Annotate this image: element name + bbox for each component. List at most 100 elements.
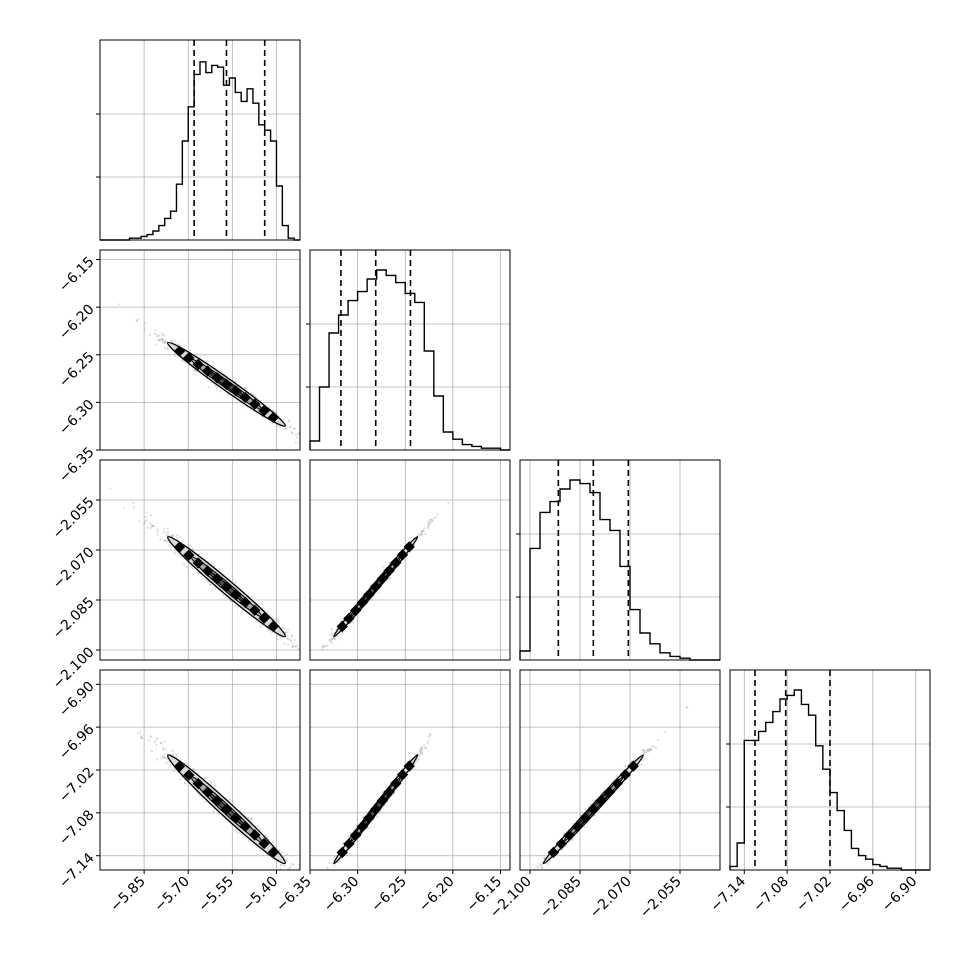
sample-point (122, 506, 126, 509)
panel-3-2: −2.100 −2.085 −2.070 −2.055 (487, 669, 721, 921)
sample-point (163, 753, 166, 756)
sample-point (328, 639, 332, 642)
sample-point (286, 631, 289, 634)
sample-point (193, 373, 196, 376)
density-bin (220, 581, 233, 593)
density-bin (192, 777, 204, 790)
sample-point (289, 425, 292, 428)
sample-point (294, 645, 297, 648)
sample-point (291, 645, 294, 648)
sample-point (336, 634, 339, 638)
sample-point (427, 527, 430, 530)
sample-point (319, 884, 321, 886)
sample-point (236, 606, 240, 609)
sample-point (420, 751, 424, 755)
sample-point (306, 648, 308, 650)
y-tick-label: −7.14 (56, 850, 98, 892)
density-bin (211, 573, 223, 585)
sample-point (571, 838, 574, 841)
sample-point (162, 748, 165, 751)
sample-point (235, 380, 238, 383)
y-tick-label: −2.085 (50, 594, 98, 642)
x-tick-label: −6.35 (273, 874, 315, 916)
sample-point (418, 754, 421, 757)
sample-point (260, 603, 263, 606)
density-bin (349, 604, 362, 617)
sample-point (419, 747, 422, 750)
sample-point (150, 736, 153, 739)
x-tick-label: −6.25 (368, 874, 410, 916)
sample-point (143, 520, 147, 523)
sample-point (193, 369, 196, 372)
density-bin (258, 405, 270, 417)
sample-point (147, 739, 151, 742)
sample-point (156, 338, 160, 342)
sample-point (212, 780, 215, 783)
sample-point (161, 340, 164, 343)
sample-point (436, 513, 439, 516)
x-tick-label: −5.70 (151, 874, 193, 916)
sample-point (259, 827, 262, 831)
sample-point (418, 751, 422, 755)
sample-point (330, 642, 333, 645)
sample-point (191, 547, 194, 550)
density-bin (249, 604, 261, 616)
sample-point (317, 889, 319, 891)
density-bin (249, 829, 261, 841)
sample-point (644, 751, 647, 754)
sample-point (290, 634, 293, 637)
sample-point (279, 863, 283, 867)
sample-point (290, 431, 294, 434)
density-bin (336, 620, 348, 633)
sample-point (186, 565, 189, 569)
density-bin (390, 777, 402, 790)
sample-point (272, 858, 275, 861)
density-bin (258, 612, 270, 624)
sample-point (155, 343, 158, 346)
sample-point (163, 347, 167, 350)
density-bin (220, 378, 233, 390)
sample-point (214, 587, 217, 590)
sample-point (203, 777, 206, 780)
density-bin (343, 838, 355, 850)
sample-point (333, 865, 336, 868)
sample-point (189, 349, 192, 352)
x-tick-label: −6.30 (321, 874, 363, 916)
sample-point (431, 519, 434, 523)
sample-point (416, 533, 420, 536)
sample-point (135, 319, 138, 322)
density-bin (267, 620, 280, 632)
sample-point (203, 557, 206, 560)
sample-point (163, 756, 166, 759)
sample-point (287, 628, 290, 631)
sample-point (321, 646, 325, 649)
sample-point (229, 600, 233, 603)
sample-point (331, 627, 334, 631)
sample-point (171, 749, 174, 752)
sample-point (179, 778, 182, 781)
sample-point (162, 341, 165, 344)
sample-point (140, 736, 143, 739)
sample-point (137, 732, 140, 735)
sample-point (428, 525, 431, 528)
sample-point (423, 744, 426, 747)
sample-point (163, 334, 166, 337)
sample-point (170, 534, 173, 537)
sample-point (253, 393, 256, 396)
sample-point (286, 643, 290, 646)
sample-point (240, 833, 243, 836)
sample-point (224, 818, 227, 821)
sample-point (171, 340, 174, 343)
sample-point (294, 427, 297, 430)
sample-point (180, 555, 183, 559)
sample-point (180, 359, 184, 362)
density-bin (267, 411, 280, 423)
sample-point (137, 317, 140, 320)
sample-point (156, 533, 159, 536)
sample-point (314, 661, 316, 663)
sample-point (287, 419, 291, 422)
panel-2-1 (309, 459, 511, 661)
sample-point (295, 645, 298, 648)
sample-point (152, 524, 156, 528)
